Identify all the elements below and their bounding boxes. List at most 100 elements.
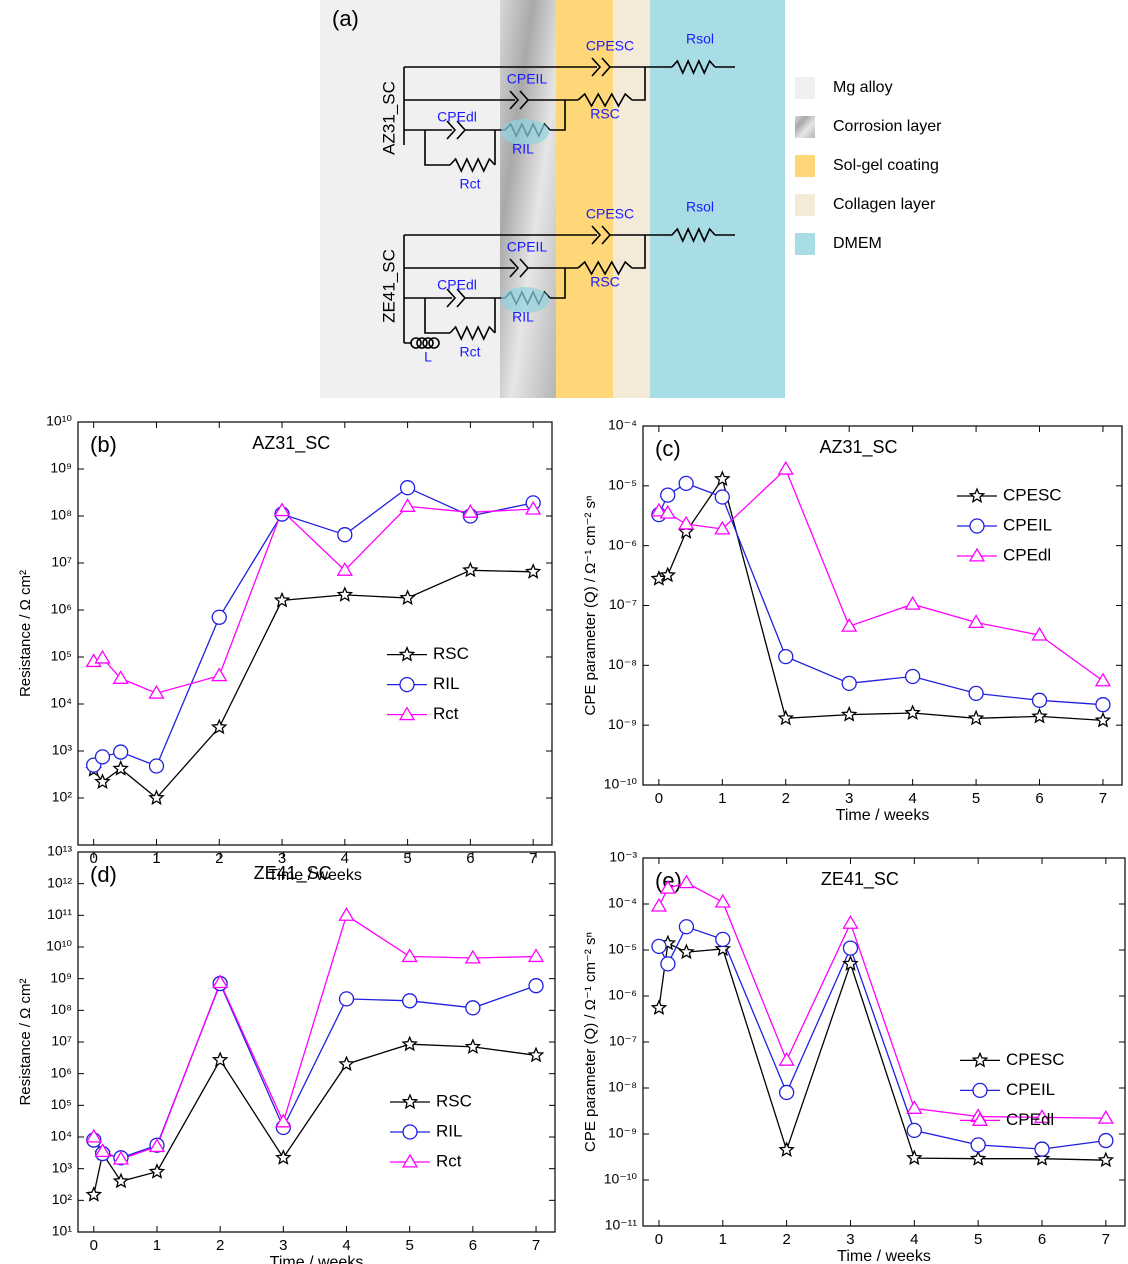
- y-tick-label: 10⁻⁵: [608, 941, 637, 957]
- data-point: [1094, 672, 1112, 687]
- data-point: [906, 1100, 923, 1114]
- y-tick-label: 10¹¹: [47, 906, 72, 922]
- data-point: [211, 1051, 229, 1068]
- y-tick-label: 10⁷: [51, 554, 72, 570]
- panel-label: (c): [655, 436, 681, 461]
- x-tick-label: 3: [845, 790, 853, 807]
- circuit-label: CPESC: [586, 38, 634, 54]
- data-point: [94, 773, 111, 789]
- legend-label: CPEIL: [1006, 1080, 1055, 1099]
- y-tick-label: 10²: [52, 1191, 73, 1207]
- series-line: [658, 477, 1104, 722]
- data-point: [777, 709, 795, 726]
- legend-marker: [969, 518, 985, 534]
- data-point: [904, 595, 921, 610]
- circuit-label: CPESC: [586, 206, 634, 222]
- data-point: [399, 498, 416, 512]
- data-point: [714, 940, 732, 957]
- data-point: [212, 974, 229, 989]
- data-point: [401, 1035, 418, 1052]
- data-point: [401, 948, 418, 963]
- legend-marker: [399, 677, 415, 693]
- data-point: [402, 993, 418, 1009]
- data-point: [778, 1084, 795, 1101]
- y-axis-label: Resistance / Ω cm²: [17, 570, 34, 697]
- x-tick-label: 2: [782, 790, 790, 807]
- x-tick-label: 5: [406, 1237, 414, 1254]
- y-tick-label: 10³: [52, 1159, 73, 1175]
- x-tick-label: 2: [215, 850, 223, 867]
- x-tick-label: 1: [719, 1231, 727, 1248]
- circuit-name: AZ31_SC: [379, 81, 398, 155]
- data-point: [85, 1186, 103, 1202]
- data-point: [840, 705, 858, 722]
- circuit-label: Rsol: [686, 199, 714, 215]
- data-point: [275, 1149, 292, 1165]
- data-point: [1097, 1151, 1115, 1168]
- data-point: [148, 1162, 166, 1179]
- y-tick-label: 10⁻⁸: [608, 1079, 637, 1095]
- data-point: [464, 949, 482, 964]
- inductor-coil: [422, 337, 434, 349]
- y-tick-label: 10⁶: [51, 601, 72, 617]
- series-line: [93, 505, 534, 694]
- data-point: [527, 948, 545, 963]
- data-point: [967, 614, 985, 629]
- legend-label: Rct: [436, 1151, 462, 1170]
- data-point: [1095, 697, 1111, 713]
- data-point: [969, 1149, 987, 1166]
- diagram: (a) AZ31_SC CPESC Rsol CPEIL RSC CPEdl RIL Rct Z…: [320, 0, 942, 398]
- data-point: [659, 879, 677, 894]
- data-point: [1034, 1141, 1050, 1157]
- data-point: [148, 758, 165, 774]
- circuit-label: CPEIL: [507, 239, 548, 255]
- data-point: [678, 943, 695, 960]
- data-point: [714, 489, 730, 505]
- data-point: [338, 991, 355, 1007]
- data-point: [967, 709, 985, 726]
- data-point: [112, 1172, 130, 1189]
- data-point: [525, 500, 542, 515]
- data-point: [94, 1143, 111, 1157]
- data-point: [714, 520, 731, 535]
- x-tick-label: 6: [469, 1237, 477, 1254]
- data-point: [714, 893, 731, 908]
- legend-label: RSC: [433, 644, 469, 663]
- data-point: [94, 749, 111, 765]
- legend-label: DMEM: [833, 235, 882, 252]
- y-tick-label: 10⁸: [51, 1001, 73, 1017]
- circuit-label: RSC: [590, 106, 620, 122]
- inductor-coil: [416, 337, 428, 349]
- data-point: [1094, 711, 1112, 728]
- circuit-name: ZE41_SC: [379, 249, 398, 323]
- x-tick-label: 6: [466, 850, 474, 867]
- data-point: [660, 487, 676, 503]
- y-tick-label: 10⁻¹⁰: [604, 776, 638, 792]
- diagram-legend: Mg alloy Corrosion layer Sol-gel coating Co…: [795, 77, 942, 255]
- data-point: [462, 561, 479, 578]
- legend-swatch: [795, 233, 815, 255]
- x-tick-label: 0: [655, 790, 663, 807]
- y-tick-label: 10⁻⁶: [608, 987, 637, 1003]
- data-point: [650, 502, 667, 517]
- data-point: [906, 1122, 922, 1139]
- y-tick-label: 10⁴: [50, 695, 72, 711]
- panel-label: (a): [332, 6, 359, 31]
- series-line: [93, 486, 534, 767]
- x-tick-label: 7: [1099, 790, 1107, 807]
- circuit-label: Rct: [460, 344, 481, 360]
- legend-marker: [971, 1112, 989, 1126]
- x-axis-label: Time / weeks: [270, 1254, 364, 1264]
- x-tick-label: 2: [782, 1231, 790, 1248]
- y-tick-label: 10⁷: [51, 1033, 72, 1049]
- x-tick-label: 4: [910, 1231, 918, 1248]
- chart-title: ZE41_SC: [254, 863, 332, 884]
- data-point: [275, 1113, 292, 1128]
- circuit-label: Rct: [460, 176, 481, 192]
- data-point: [1031, 692, 1048, 708]
- series-line: [93, 1043, 537, 1195]
- y-tick-label: 10⁸: [51, 507, 73, 523]
- x-tick-label: 6: [1038, 1231, 1046, 1248]
- data-point: [650, 999, 668, 1015]
- y-tick-label: 10²: [52, 789, 73, 805]
